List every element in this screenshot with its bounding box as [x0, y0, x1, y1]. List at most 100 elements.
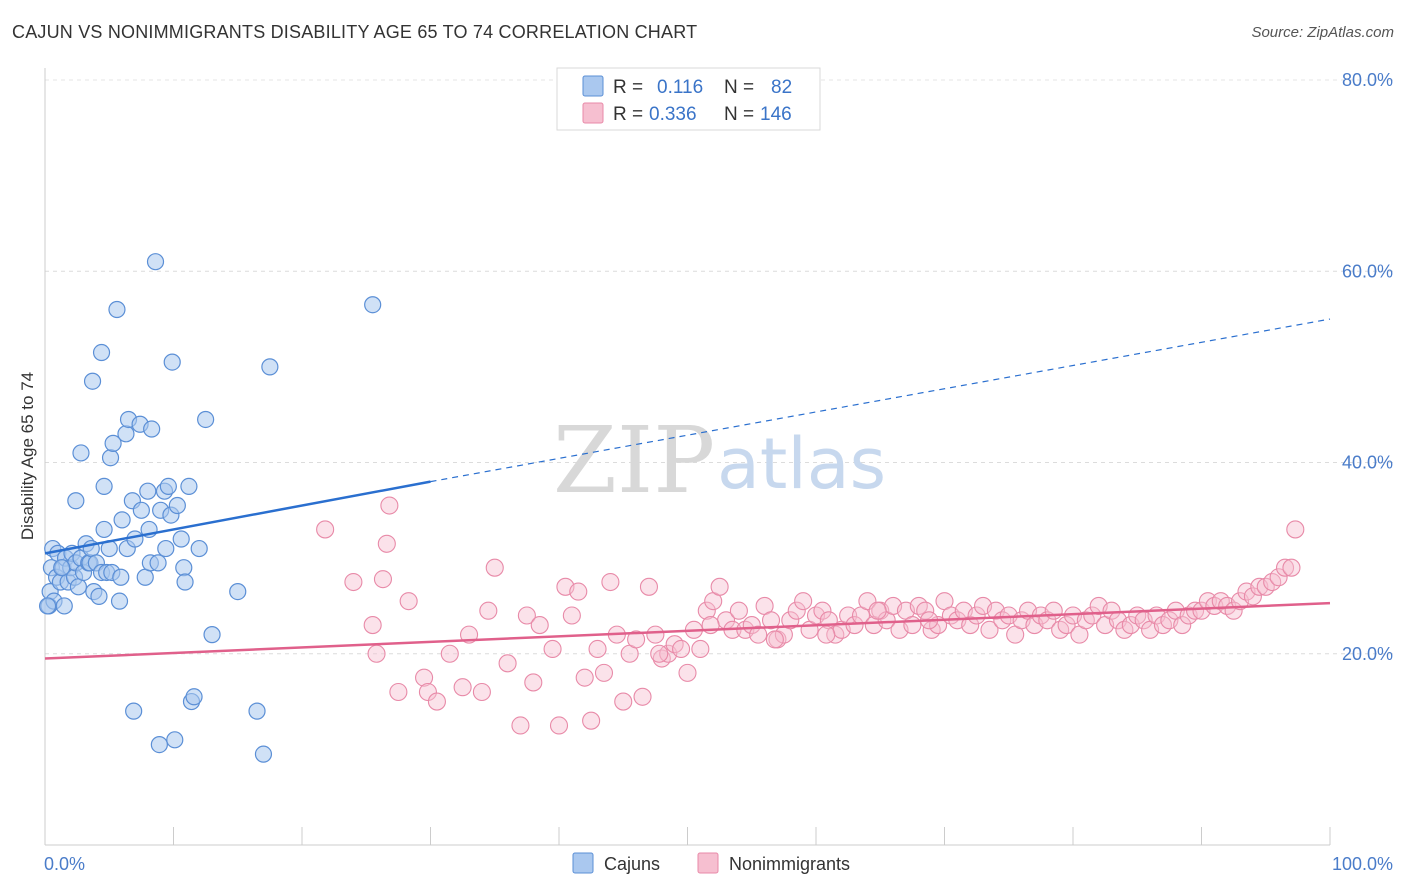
nonimmigrants-point: [415, 668, 434, 687]
legend-swatch-nonimmigrants: [582, 102, 604, 124]
cajuns-point: [197, 410, 215, 429]
nonimmigrants-point: [672, 639, 691, 659]
trend-lines: [44, 318, 1331, 660]
cajuns-point: [185, 688, 203, 706]
nonimmigrants-point: [594, 663, 614, 682]
nonimmigrants-point: [1275, 558, 1295, 577]
legend-r-value: 0.336: [649, 104, 697, 125]
nonimmigrants-point: [729, 601, 748, 620]
nonimmigrants-point: [678, 663, 697, 682]
cajuns-point: [175, 559, 193, 577]
nonimmigrants-point: [765, 630, 784, 649]
cajuns-point: [117, 425, 135, 443]
nonimmigrants-point: [614, 692, 633, 711]
nonimmigrants-point: [749, 625, 768, 644]
legend-n-value: 146: [760, 104, 792, 125]
cajuns-point: [67, 492, 85, 510]
cajuns-point: [229, 582, 247, 601]
cajuns-point: [157, 539, 175, 558]
bottom-legend-swatch-cajuns: [572, 852, 594, 874]
nonimmigrants-point: [453, 678, 472, 697]
nonimmigrants-point: [961, 616, 980, 635]
cajuns-point: [110, 592, 129, 610]
legend-n-value: 82: [771, 77, 792, 98]
nonimmigrants-point: [549, 716, 569, 735]
nonimmigrants-point: [980, 620, 999, 639]
cajuns-point: [132, 501, 150, 519]
cajuns-point: [203, 626, 221, 644]
cajuns-point: [139, 482, 157, 500]
nonimmigrants-point: [530, 616, 549, 635]
nonimmigrants-point: [817, 625, 836, 644]
cajuns-trend-line: [44, 480, 431, 555]
cajuns-point: [168, 496, 186, 515]
nonimmigrants-point: [1186, 601, 1205, 620]
chart-source: Source: ZipAtlas.com: [1251, 24, 1394, 41]
nonimmigrants-point: [1173, 616, 1192, 635]
legend-n-label: N =: [724, 104, 754, 125]
y-tick-label: 60.0%: [1342, 261, 1393, 281]
nonimmigrants-point: [344, 572, 363, 592]
y-tick-label: 20.0%: [1342, 644, 1393, 664]
cajuns-point: [69, 578, 88, 596]
nonimmigrants-point: [781, 611, 800, 630]
nonimmigrants-point: [440, 644, 459, 663]
cajuns-point: [176, 573, 194, 591]
grid-lines: [45, 79, 1395, 655]
nonimmigrants-point: [569, 582, 588, 601]
x-tick-label: 0.0%: [44, 854, 85, 874]
nonimmigrants-point: [427, 692, 446, 711]
y-tick-labels: 20.0% 40.0% 60.0% 80.0%: [1342, 70, 1393, 664]
cajuns-point: [126, 530, 144, 548]
cajuns-point: [146, 253, 165, 271]
nonimmigrants-point: [646, 625, 665, 644]
nonimmigrants-point: [1057, 616, 1076, 635]
cajuns-point: [55, 597, 73, 615]
cajuns-point: [149, 554, 167, 572]
nonimmigrants-point: [710, 577, 729, 596]
chart-title: CAJUN VS NONIMMIGRANTS DISABILITY AGE 65…: [12, 22, 698, 42]
cajuns-point: [104, 434, 122, 452]
bottom-legend: Cajuns Nonimmigrants: [572, 852, 850, 874]
nonimmigrants-point: [761, 611, 781, 630]
legend-r-value: 0.116: [657, 77, 703, 98]
nonimmigrants-point: [601, 572, 620, 592]
nonimmigrants-point: [363, 616, 382, 635]
cajuns-point: [101, 449, 120, 467]
nonimmigrants-point: [787, 601, 806, 620]
legend: R = 0.116 N = 82 R = 0.336 N = 146: [556, 67, 821, 131]
cajuns-point: [248, 702, 266, 720]
nonimmigrants-point: [485, 558, 504, 577]
nonimmigrants-point: [399, 592, 418, 611]
nonimmigrants-point: [1083, 606, 1102, 625]
nonimmigrants-point: [1044, 601, 1063, 620]
nonimmigrants-point: [582, 711, 601, 730]
nonimmigrants-point: [916, 601, 935, 620]
cajuns-point: [53, 559, 71, 577]
legend-row-nonimmigrants: R = 0.336 N = 146: [582, 102, 792, 125]
bottom-legend-cajuns: Cajuns: [604, 854, 660, 874]
nonimmigrants-point: [1102, 601, 1121, 620]
watermark: ZIP atlas: [553, 407, 886, 514]
nonimmigrants-point: [377, 534, 396, 553]
cajuns-point: [38, 597, 57, 615]
bottom-legend-nonimmigrants: Nonimmigrants: [729, 854, 850, 874]
cajuns-point: [364, 296, 382, 314]
cajuns-point: [112, 568, 130, 586]
nonimmigrants-point: [373, 570, 393, 589]
nonimmigrants-point: [1286, 520, 1305, 539]
cajuns-point: [72, 444, 90, 462]
y-tick-label: 40.0%: [1342, 453, 1393, 473]
nonimmigrants-point: [498, 654, 517, 673]
nonimmigrants-point: [1243, 587, 1262, 606]
cajuns-point: [92, 343, 111, 362]
cajuns-point: [143, 420, 161, 438]
cajuns-point: [95, 477, 113, 496]
nonimmigrants-point: [650, 644, 669, 663]
legend-row-cajuns: R = 0.116 N = 82: [582, 75, 792, 98]
nonimmigrants-point: [794, 592, 813, 611]
cajuns-point: [125, 702, 143, 720]
series-cajuns-points: [38, 253, 382, 763]
nonimmigrants-point: [633, 687, 652, 706]
